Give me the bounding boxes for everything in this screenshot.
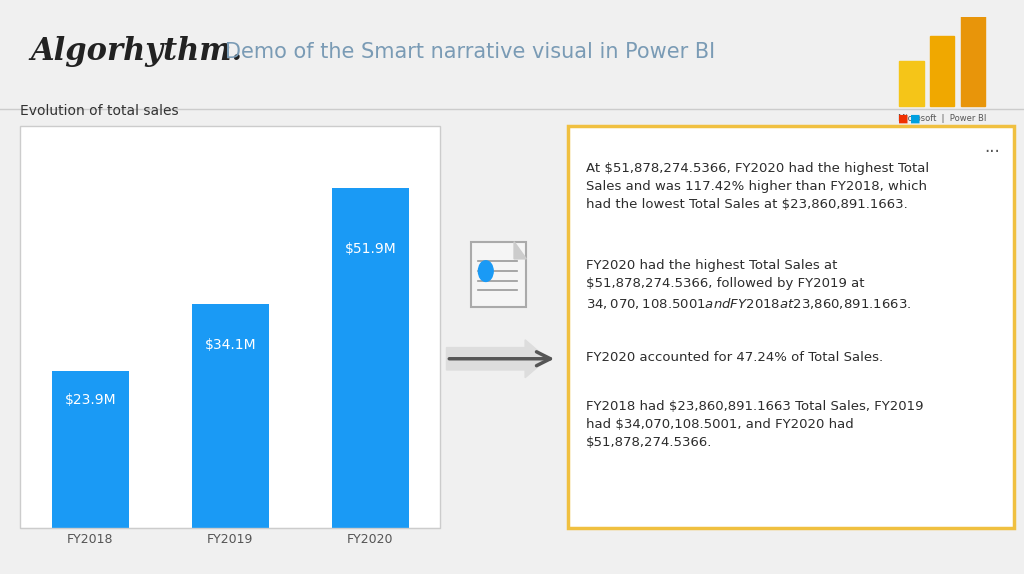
Text: FY2018 had $23,860,891.1663 Total Sales, FY2019
had $34,070,108.5001, and FY2020: FY2018 had $23,860,891.1663 Total Sales,… (586, 400, 924, 448)
FancyBboxPatch shape (568, 126, 1014, 528)
Bar (191, 304, 269, 528)
Text: ...: ... (985, 138, 1000, 156)
Bar (930, 36, 954, 106)
Text: FY2020 had the highest Total Sales at
$51,878,274.5366, followed by FY2019 at
$3: FY2020 had the highest Total Sales at $5… (586, 259, 911, 311)
Bar (52, 371, 129, 528)
Text: FY2020 accounted for 47.24% of Total Sales.: FY2020 accounted for 47.24% of Total Sal… (586, 351, 884, 364)
Circle shape (478, 261, 494, 281)
Text: ■: ■ (897, 113, 908, 123)
FancyBboxPatch shape (471, 242, 526, 307)
Polygon shape (514, 242, 526, 259)
Text: Algorhythm.: Algorhythm. (31, 36, 243, 67)
Text: Evolution of total sales: Evolution of total sales (20, 104, 179, 118)
Bar (961, 5, 985, 106)
Text: At $51,878,274.5366, FY2020 had the highest Total
Sales and was 117.42% higher t: At $51,878,274.5366, FY2020 had the high… (586, 162, 929, 211)
Text: Microsoft  |  Power BI: Microsoft | Power BI (898, 114, 986, 123)
Text: $34.1M: $34.1M (205, 338, 256, 352)
FancyArrow shape (446, 340, 547, 378)
Bar (332, 188, 409, 528)
Text: $23.9M: $23.9M (65, 393, 117, 406)
Text: ■: ■ (909, 113, 921, 123)
Bar (899, 61, 924, 106)
Text: $51.9M: $51.9M (344, 242, 396, 256)
Text: Demo of the Smart narrative visual in Power BI: Demo of the Smart narrative visual in Po… (225, 42, 716, 61)
